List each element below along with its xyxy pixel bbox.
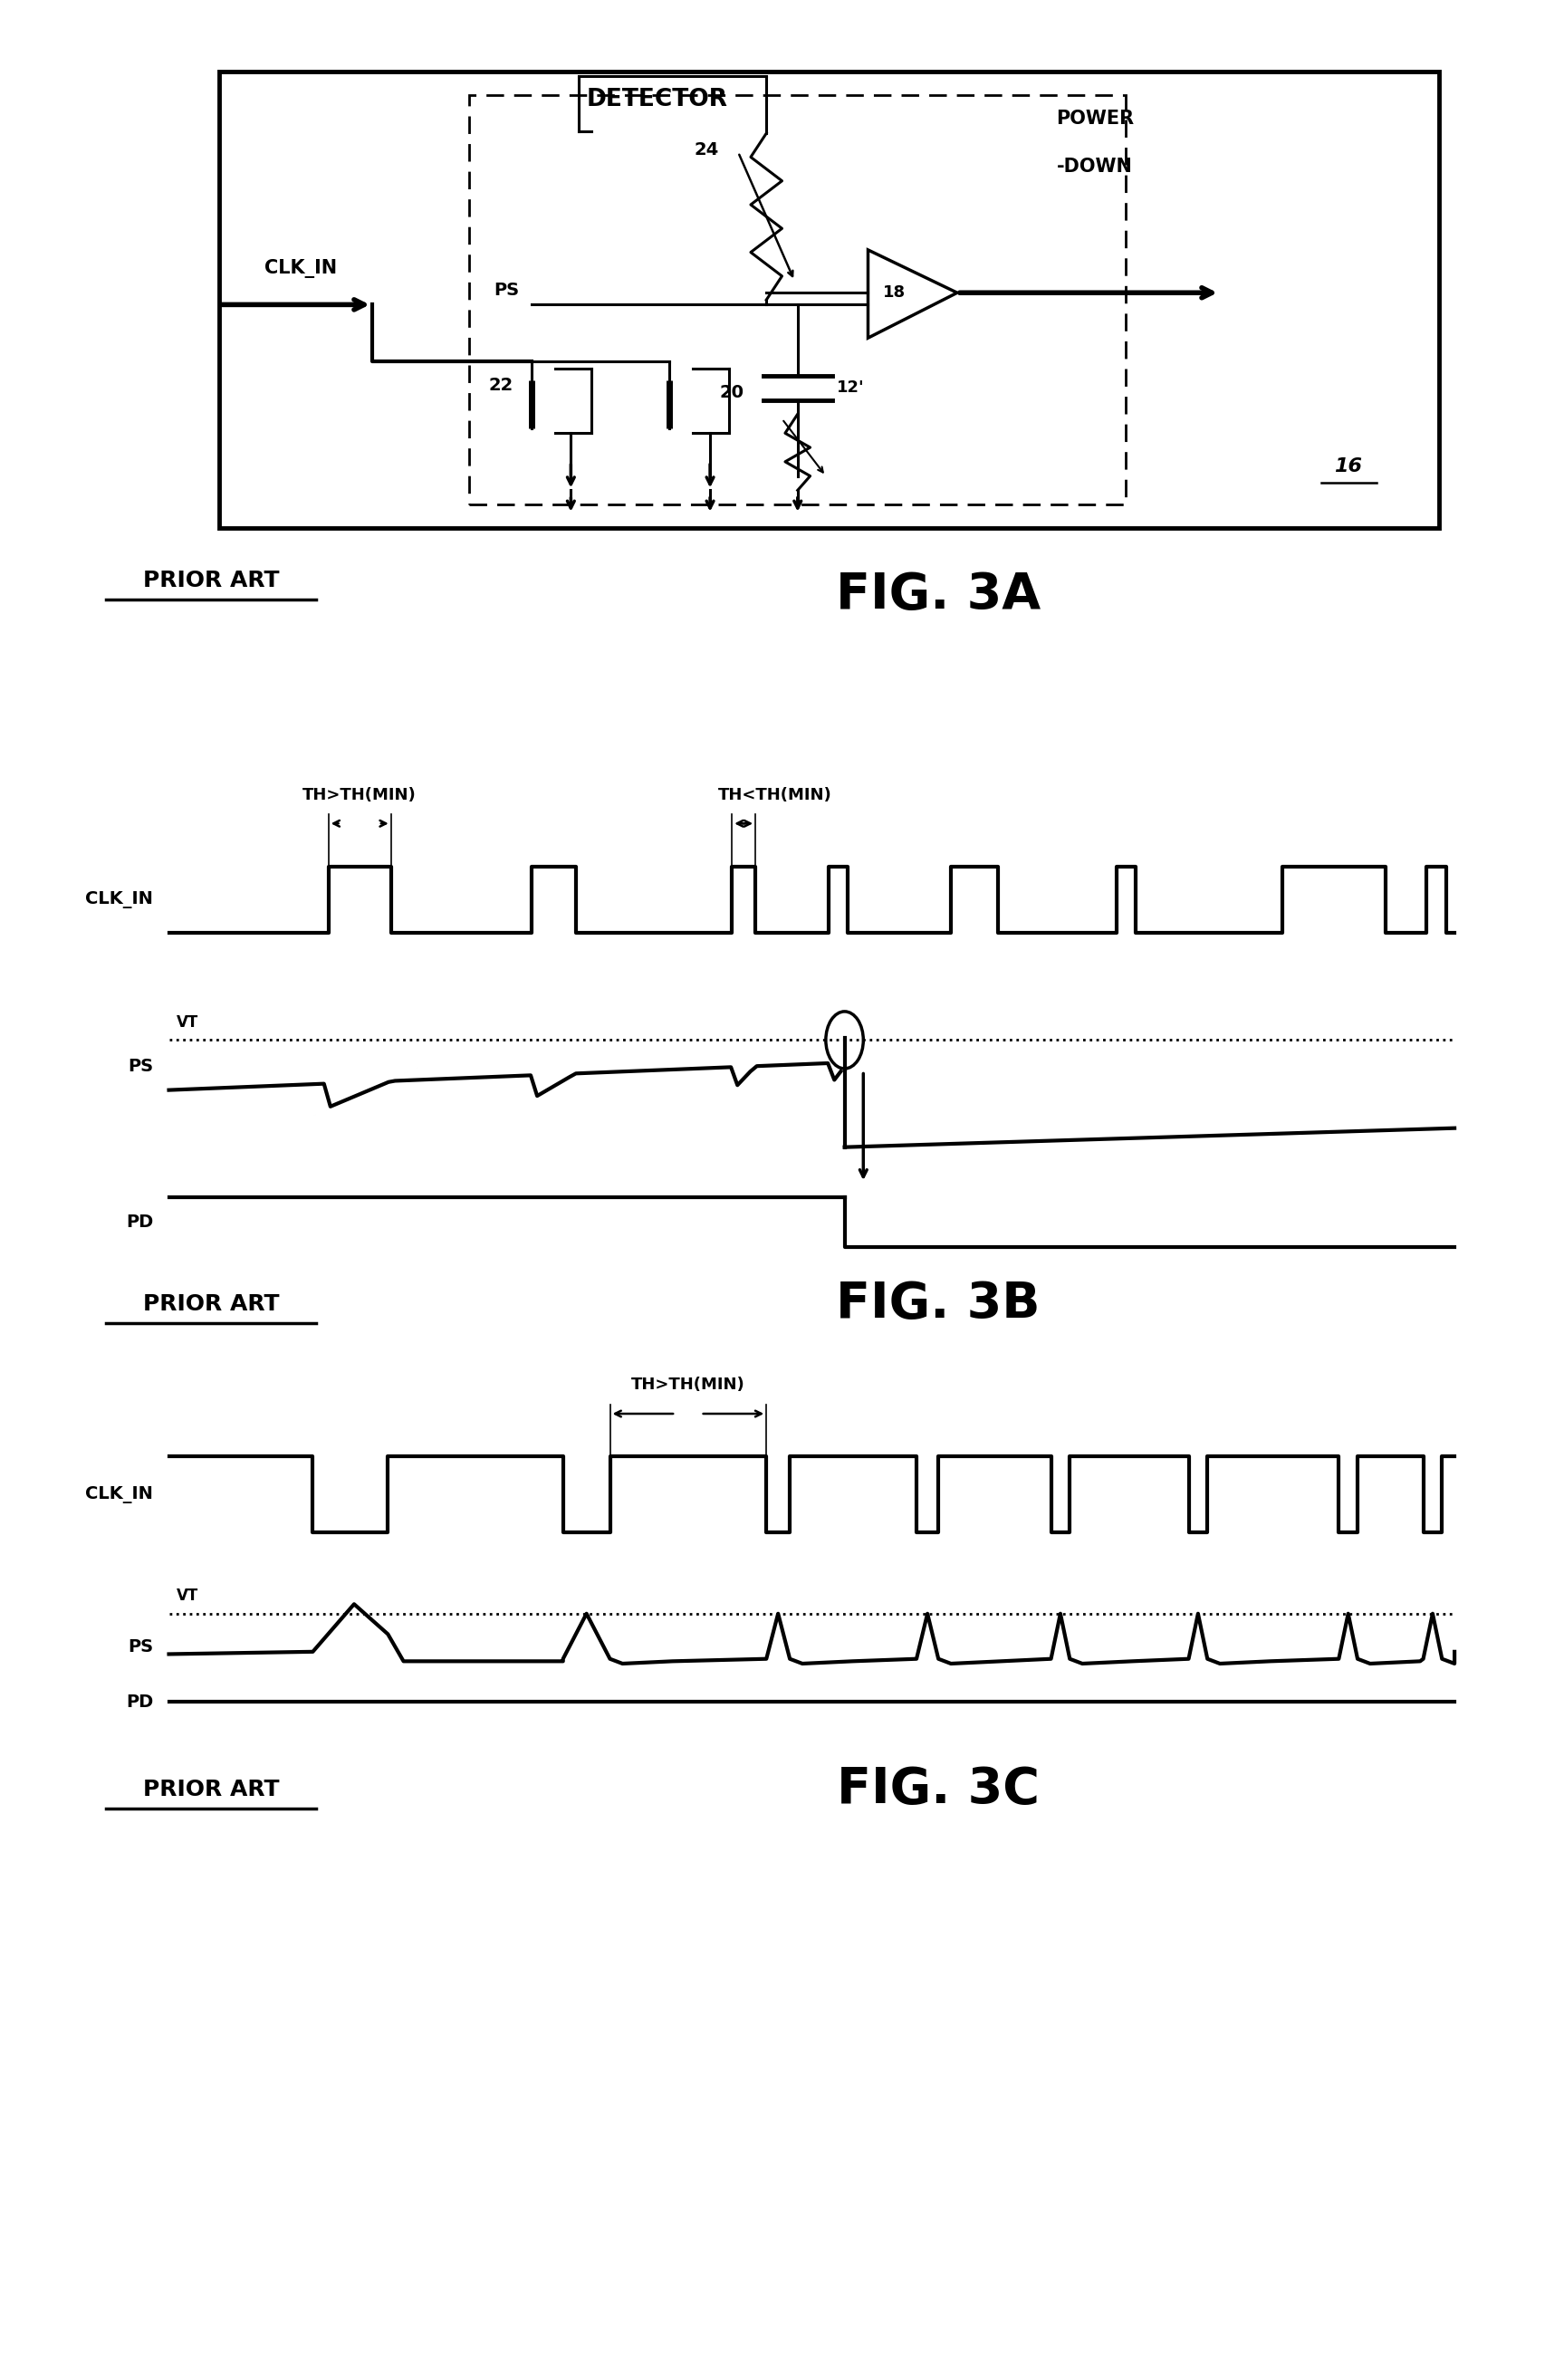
Text: PRIOR ART: PRIOR ART xyxy=(142,1778,280,1802)
Text: PRIOR ART: PRIOR ART xyxy=(142,1292,280,1316)
Text: 22: 22 xyxy=(488,376,513,395)
Text: VT: VT xyxy=(177,1014,199,1031)
Text: PS: PS xyxy=(128,1637,153,1656)
Text: FIG. 3A: FIG. 3A xyxy=(835,571,1042,619)
Text: CLK_IN: CLK_IN xyxy=(86,890,153,909)
Text: PRIOR ART: PRIOR ART xyxy=(142,569,280,593)
Text: PD: PD xyxy=(125,1692,153,1711)
Text: FIG. 3C: FIG. 3C xyxy=(837,1766,1040,1814)
Text: PD: PD xyxy=(125,1214,153,1230)
Text: 16: 16 xyxy=(1334,457,1362,476)
Text: FIG. 3B: FIG. 3B xyxy=(837,1280,1040,1328)
Text: TH<TH(MIN): TH<TH(MIN) xyxy=(718,788,832,802)
Text: PS: PS xyxy=(128,1057,153,1076)
Polygon shape xyxy=(868,250,957,338)
Text: TH>TH(MIN): TH>TH(MIN) xyxy=(303,788,416,802)
Text: 12': 12' xyxy=(837,381,865,395)
Text: CLK_IN: CLK_IN xyxy=(86,1485,153,1504)
Text: 18: 18 xyxy=(884,286,906,300)
Text: 20: 20 xyxy=(719,383,744,402)
Text: VT: VT xyxy=(177,1587,199,1604)
Text: PS: PS xyxy=(494,281,519,300)
Text: TH>TH(MIN): TH>TH(MIN) xyxy=(632,1378,744,1392)
Text: -DOWN: -DOWN xyxy=(1057,157,1132,176)
Text: 24: 24 xyxy=(694,140,719,159)
Text: DETECTOR: DETECTOR xyxy=(586,88,727,112)
Bar xyxy=(469,95,1126,505)
Text: CLK_IN: CLK_IN xyxy=(264,259,336,278)
Text: POWER: POWER xyxy=(1056,109,1134,129)
Bar xyxy=(219,71,1439,528)
